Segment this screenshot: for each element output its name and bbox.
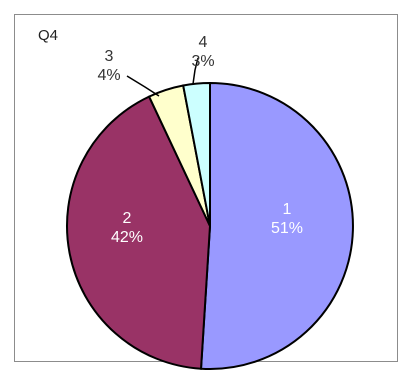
slice-percent-3: 4% [97, 67, 121, 84]
slice-category-4: 4 [198, 34, 208, 51]
pie-slice-1 [199, 81, 354, 370]
slice-category-3: 3 [104, 48, 114, 65]
slice-label-2: 2 42% [92, 209, 162, 247]
slice-percent-2: 42% [110, 229, 144, 246]
slice-percent-1: 51% [270, 220, 304, 237]
slice-category-1: 1 [282, 201, 292, 218]
chart-title: Q4 [38, 27, 59, 44]
leader-line-4 [192, 57, 199, 85]
slice-percent-4: 3% [191, 53, 215, 70]
leader-line-3 [126, 75, 160, 97]
slice-label-1: 1 51% [252, 200, 322, 238]
slice-label-3: 3 4% [74, 47, 144, 85]
pie-slice-4 [182, 81, 211, 227]
slice-category-2: 2 [122, 210, 132, 227]
slice-label-4: 4 3% [168, 33, 238, 71]
pie-slice-2 [66, 95, 212, 370]
